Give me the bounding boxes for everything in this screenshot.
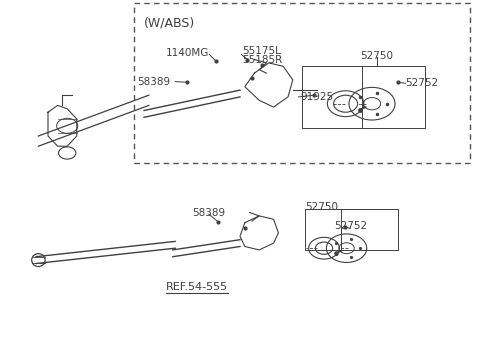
Bar <box>305 209 398 250</box>
Text: 55185R: 55185R <box>242 55 283 65</box>
Text: 91925: 91925 <box>300 92 333 102</box>
Text: 52752: 52752 <box>406 78 439 88</box>
Text: REF.54-555: REF.54-555 <box>166 282 228 292</box>
Text: 55175L: 55175L <box>242 46 281 56</box>
Text: 52750: 52750 <box>305 202 338 212</box>
Text: 52752: 52752 <box>334 221 367 231</box>
Text: 58389: 58389 <box>192 207 226 218</box>
Bar <box>302 66 425 128</box>
Text: 52750: 52750 <box>360 51 393 61</box>
Text: (W/ABS): (W/ABS) <box>144 17 195 30</box>
Text: 58389: 58389 <box>137 76 170 87</box>
Text: 1140MG: 1140MG <box>166 48 209 58</box>
